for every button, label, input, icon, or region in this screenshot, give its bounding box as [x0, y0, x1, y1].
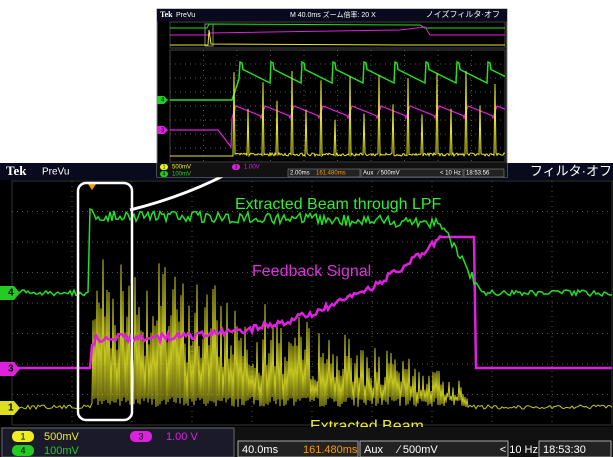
ch1-marker-label: 1	[8, 403, 14, 414]
inset-mode: PreVu	[176, 12, 195, 19]
timebase: 40.0ms	[242, 444, 279, 456]
filter-state: フィルタ·オフ	[530, 163, 612, 178]
inset-brand: Tek	[160, 10, 173, 19]
trigger-level: ∕ 500mV	[395, 444, 438, 456]
inset-frequency: < 10 Hz	[440, 171, 461, 177]
page: Tek PreVu フィルタ·オフ Extracted Beam through…	[0, 0, 613, 457]
trigger-source: Aux	[364, 444, 383, 456]
inset-trigger-source: Aux	[363, 171, 373, 177]
brand: Tek	[6, 163, 27, 178]
scope-screenshot: Tek PreVu フィルタ·オフ Extracted Beam through…	[0, 0, 613, 457]
ch1-scale: 500mV	[44, 431, 80, 443]
inset-ch1-badge-label: 1	[163, 164, 166, 170]
clock: 18:53:30	[543, 444, 586, 456]
inset-position: 161.480ms	[316, 171, 346, 177]
ch3-marker-label: 3	[8, 364, 14, 375]
inset-timebase: 2.00ms	[290, 171, 310, 177]
frequency: < 10 Hz	[500, 444, 538, 456]
inset-ch3-scale: 1.00V	[244, 165, 260, 171]
ch4-marker-label: 4	[8, 288, 14, 299]
ch4-badge-label: 4	[20, 445, 25, 455]
ch1-badge-label: 1	[20, 431, 25, 441]
inset-ch1-scale: 500mV	[172, 165, 191, 171]
inset-trigger-level: ∕ 500mV	[376, 170, 400, 177]
ch4-scale: 100mV	[44, 445, 80, 457]
ch3-scale: 1.00 V	[166, 431, 198, 443]
inset-clock: 18:53:56	[466, 171, 490, 177]
inset-filter: ノイズフィルタ·オフ	[426, 9, 500, 19]
magenta-trace-label: Feedback Signal	[252, 263, 371, 280]
inset-ch3-badge-label: 3	[235, 164, 238, 170]
channel-panel	[2, 428, 234, 457]
inset-ch4-badge-label: 4	[163, 171, 166, 177]
ch3-badge-label: 3	[138, 431, 143, 441]
green-trace-label: Extracted Beam through LPF	[235, 196, 442, 213]
position: 161.480ms	[303, 444, 358, 456]
mode: PreVu	[42, 167, 69, 178]
inset-zoom: M 40.0ms ズーム倍率: 20 X	[290, 10, 376, 19]
inset-ch4-scale: 100mV	[172, 172, 191, 178]
